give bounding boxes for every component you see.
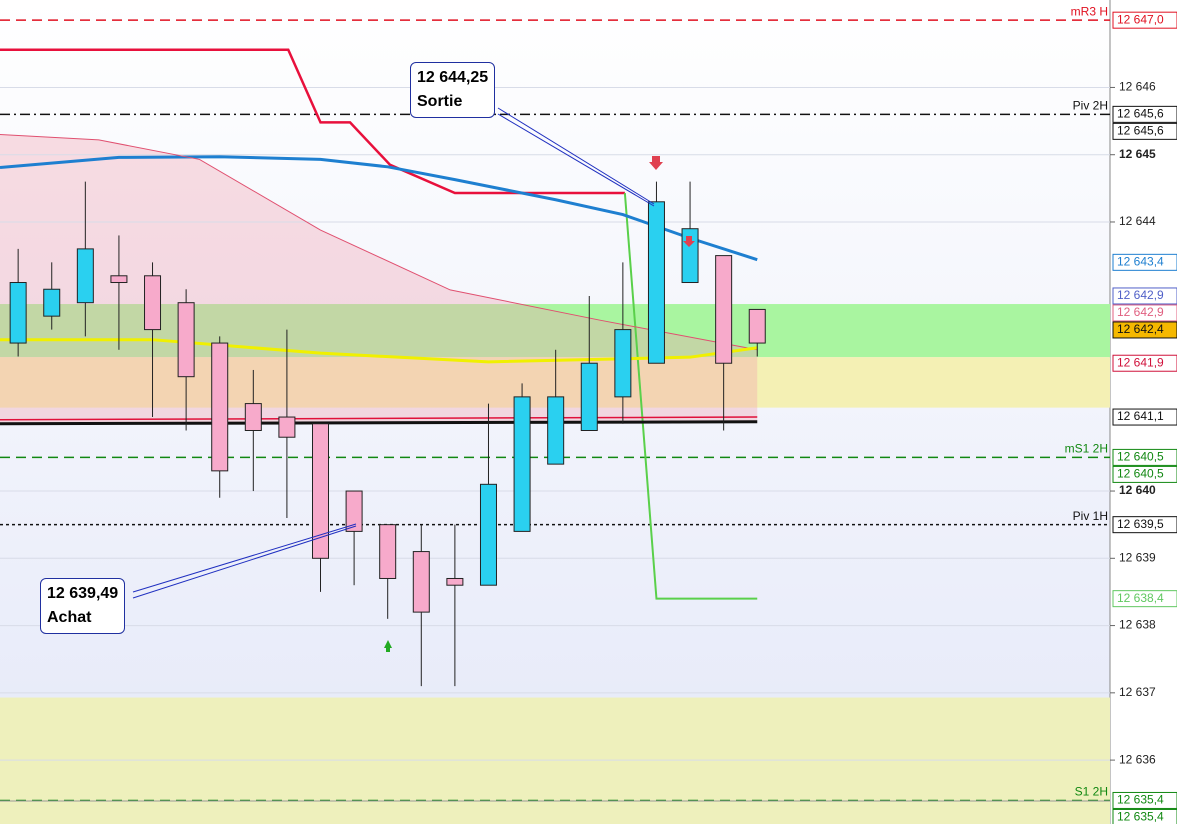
- annotation-pointer: [497, 107, 655, 205]
- candle-body: [412, 551, 430, 613]
- price-label: 12 645,6: [1117, 124, 1164, 138]
- candle-body: [144, 275, 162, 331]
- candle-body: [647, 201, 665, 364]
- price-label-box: [1112, 304, 1177, 322]
- candle-body: [110, 275, 128, 284]
- annotation-pointer: [497, 113, 655, 207]
- sell-arrow: [683, 236, 695, 247]
- price-label-box: [1112, 448, 1177, 466]
- price-label: 12 642,4: [1117, 322, 1164, 336]
- level-name: mS1 2H: [1065, 442, 1108, 456]
- price-label: 12 645,6: [1117, 107, 1164, 121]
- level-name: mR3 H: [1071, 4, 1108, 18]
- price-label: 12 642,9: [1117, 305, 1164, 319]
- annotation-price: 12 639,49: [47, 585, 119, 602]
- candle-body: [547, 396, 565, 465]
- price-label: 12 635,4: [1117, 810, 1164, 824]
- candle-body: [345, 490, 363, 532]
- level-name: S1 2H: [1075, 785, 1108, 799]
- annotation-pointer: [132, 525, 357, 599]
- sell-arrow: [649, 156, 663, 170]
- annotation-text: Sortie: [417, 93, 463, 110]
- candle-body: [446, 577, 464, 586]
- indicator-line: [0, 416, 758, 421]
- candle-body: [312, 423, 330, 559]
- price-label: 12 638,4: [1117, 591, 1164, 605]
- price-label: 12 642,9: [1117, 288, 1164, 302]
- price-label-box: [1112, 253, 1177, 271]
- zone: [0, 697, 1110, 824]
- price-label-box: [1112, 321, 1177, 339]
- level-name: Piv 1H: [1073, 509, 1108, 523]
- candle-body: [177, 302, 195, 378]
- y-tick-label: 12 637: [1119, 685, 1156, 699]
- indicator-line: [0, 420, 758, 426]
- indicator-line: [0, 338, 758, 364]
- price-label-box: [1112, 465, 1177, 483]
- candle-body: [614, 329, 632, 398]
- price-label-box: [1112, 122, 1177, 140]
- price-label: 12 640,5: [1117, 450, 1164, 464]
- price-label: 12 640,5: [1117, 467, 1164, 481]
- y-tick-label: 12 636: [1119, 752, 1156, 766]
- price-label-box: [1112, 516, 1177, 534]
- candle-body: [76, 248, 94, 304]
- annotation: 12 644,25 Sortie: [410, 62, 496, 118]
- annotation-pointer: [132, 523, 357, 593]
- candle-body: [715, 255, 733, 364]
- price-label-box: [1112, 354, 1177, 372]
- candle-body: [278, 416, 296, 438]
- candle-body: [748, 308, 766, 344]
- y-tick-label: 12 640: [1119, 483, 1156, 497]
- price-label: 12 647,0: [1117, 12, 1164, 26]
- y-tick-label: 12 644: [1119, 214, 1156, 228]
- candle-body: [244, 403, 262, 431]
- y-tick-label: 12 639: [1119, 550, 1156, 564]
- buy-arrow: [384, 640, 392, 652]
- candle-body: [479, 483, 497, 586]
- indicator-line: [623, 192, 758, 600]
- price-label-box: [1112, 808, 1177, 824]
- price-label: 12 641,1: [1117, 409, 1164, 423]
- price-label: 12 643,4: [1117, 255, 1164, 269]
- candle-body: [379, 524, 397, 579]
- price-label-box: [1112, 408, 1177, 426]
- indicator-line: [0, 134, 758, 351]
- annotation-price: 12 644,25: [417, 69, 489, 86]
- level-name: Piv 2H: [1073, 99, 1108, 113]
- candle-body: [43, 288, 61, 317]
- price-label-box: [1112, 11, 1177, 29]
- annotation: 12 639,49 Achat: [40, 578, 126, 634]
- price-label-box: [1112, 287, 1177, 305]
- candle-body: [513, 396, 531, 532]
- y-tick-label: 12 646: [1119, 80, 1156, 94]
- candle-body: [9, 282, 27, 344]
- y-tick-label: 12 645: [1119, 147, 1156, 161]
- candle-body: [211, 342, 229, 472]
- price-label-box: [1112, 791, 1177, 809]
- price-label: 12 639,5: [1117, 517, 1164, 531]
- price-label: 12 635,4: [1117, 793, 1164, 807]
- indicator-line: [0, 48, 625, 195]
- price-label: 12 641,9: [1117, 355, 1164, 369]
- price-label-box: [1112, 105, 1177, 123]
- candle-body: [580, 362, 598, 431]
- y-tick-label: 12 638: [1119, 618, 1156, 632]
- price-label-box: [1112, 590, 1177, 608]
- annotation-text: Achat: [47, 609, 92, 626]
